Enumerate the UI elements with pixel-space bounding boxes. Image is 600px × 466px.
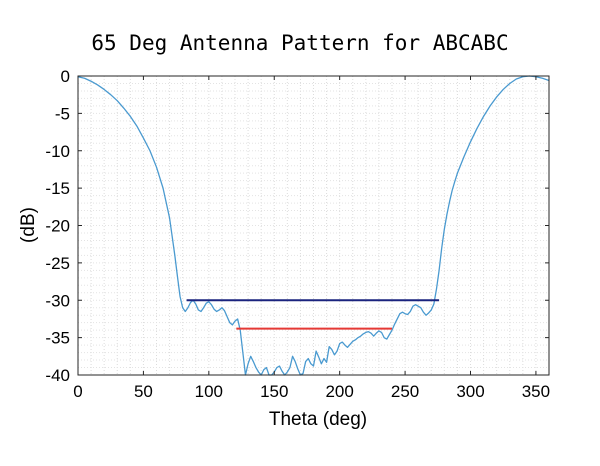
x-tick-label: 150 xyxy=(260,382,288,401)
x-axis-label: Theta (deg) xyxy=(269,409,367,430)
plot-frame xyxy=(77,75,550,376)
y-tick-label: -40 xyxy=(45,366,70,385)
x-tick-label: 200 xyxy=(325,382,353,401)
series-line-0 xyxy=(77,75,550,376)
y-tick-label: -10 xyxy=(45,142,70,161)
y-tick-label: -15 xyxy=(45,179,70,198)
grid xyxy=(77,75,550,376)
ticks: 0 50 100 150 200 250 300 350 0 -5 -10 -15 -20 -25 -30 -… xyxy=(45,67,550,401)
y-tick-label: -25 xyxy=(45,254,70,273)
x-tick-label: 350 xyxy=(522,382,550,401)
reference-lines xyxy=(186,299,440,330)
x-tick-label: 100 xyxy=(195,382,223,401)
y-axis-label: (dB) xyxy=(18,207,39,243)
chart-title: 65 Deg Antenna Pattern for ABCABC xyxy=(91,31,508,55)
y-tick-label: 0 xyxy=(61,67,70,86)
series-layer xyxy=(77,75,550,376)
x-tick-label: 0 xyxy=(73,382,82,401)
y-tick-label: -5 xyxy=(55,104,70,123)
y-tick-label: -35 xyxy=(45,329,70,348)
y-tick-label: -20 xyxy=(45,217,70,236)
x-tick-label: 300 xyxy=(456,382,484,401)
y-tick-label: -30 xyxy=(45,291,70,310)
x-tick-label: 250 xyxy=(391,382,419,401)
x-tick-label: 50 xyxy=(134,382,153,401)
